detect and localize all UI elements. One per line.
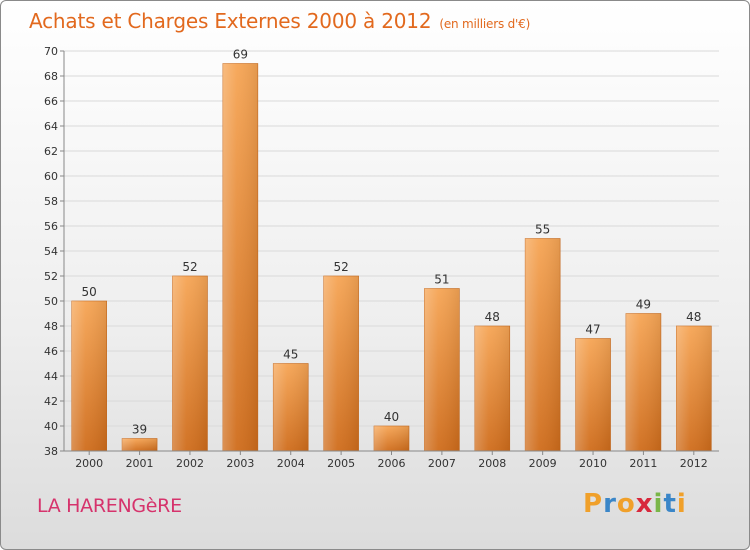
data-label-2009: 55 [535,223,550,237]
y-tick-label: 40 [44,420,58,433]
x-tick-label-2012: 2012 [680,457,708,470]
data-label-2012: 48 [686,310,701,324]
y-tick-label: 38 [44,445,58,458]
x-tick-label-2008: 2008 [478,457,506,470]
data-label-2004: 45 [283,348,298,362]
data-label-2007: 51 [434,273,449,287]
x-tick-label-2007: 2007 [428,457,456,470]
data-label-2008: 48 [485,310,500,324]
y-tick-label: 54 [44,245,58,258]
x-tick-label-2002: 2002 [176,457,204,470]
proxiti-logo: Proxiti [583,489,687,519]
data-label-2001: 39 [132,423,147,437]
x-tick-label-2001: 2001 [126,457,154,470]
logo-letter: t [663,489,677,519]
x-tick-label-2003: 2003 [226,457,254,470]
bar-shine-2006 [374,426,409,451]
y-tick-label: 50 [44,295,58,308]
y-tick-label: 60 [44,170,58,183]
bar-shine-2002 [172,276,208,451]
logo-letter: i [676,489,687,519]
x-tick-label-2006: 2006 [378,457,406,470]
logo-letter: i [653,489,664,519]
x-tick-label-2010: 2010 [579,457,607,470]
logo-letter: P [583,489,604,519]
logo-letter: x [635,489,654,519]
y-tick-label: 58 [44,195,58,208]
data-label-2005: 52 [333,260,348,274]
data-label-2003: 69 [233,48,248,62]
chart-subtitle: (en milliers d'€) [439,17,531,31]
y-tick-label: 46 [44,345,58,358]
data-label-2006: 40 [384,410,399,424]
y-tick-label: 70 [44,45,58,58]
bar-shine-2004 [273,363,309,451]
x-tick-label-2005: 2005 [327,457,355,470]
bar-shine-2003 [222,63,258,451]
data-label-2000: 50 [82,285,97,299]
bar-shine-2008 [474,326,510,451]
logo-letter: o [616,489,636,519]
y-tick-label: 64 [44,120,58,133]
data-label-2002: 52 [182,260,197,274]
data-label-2011: 49 [636,298,651,312]
bar-shine-2010 [575,338,611,451]
bar-shine-2000 [71,301,107,451]
x-tick-label-2004: 2004 [277,457,305,470]
bar-shine-2007 [424,288,460,451]
bar-shine-2001 [122,438,158,451]
y-tick-label: 48 [44,320,58,333]
x-tick-label-2009: 2009 [529,457,557,470]
x-tick-label-2000: 2000 [75,457,103,470]
y-tick-label: 42 [44,395,58,408]
bar-shine-2009 [525,238,561,451]
logo-letter: r [603,489,617,519]
y-tick-label: 56 [44,220,58,233]
chart-title-text: Achats et Charges Externes 2000 à 2012 [29,9,432,33]
chart-title: Achats et Charges Externes 2000 à 2012 (e… [29,9,530,33]
bar-shine-2011 [625,313,661,451]
y-tick-label: 62 [44,145,58,158]
y-tick-label: 52 [44,270,58,283]
y-tick-label: 44 [44,370,58,383]
bar-shine-2005 [323,276,359,451]
x-tick-label-2011: 2011 [629,457,657,470]
y-tick-label: 68 [44,70,58,83]
data-label-2010: 47 [585,323,600,337]
y-tick-label: 66 [44,95,58,108]
bar-shine-2012 [676,326,712,451]
commune-name: LA HARENGèRE [37,495,182,517]
